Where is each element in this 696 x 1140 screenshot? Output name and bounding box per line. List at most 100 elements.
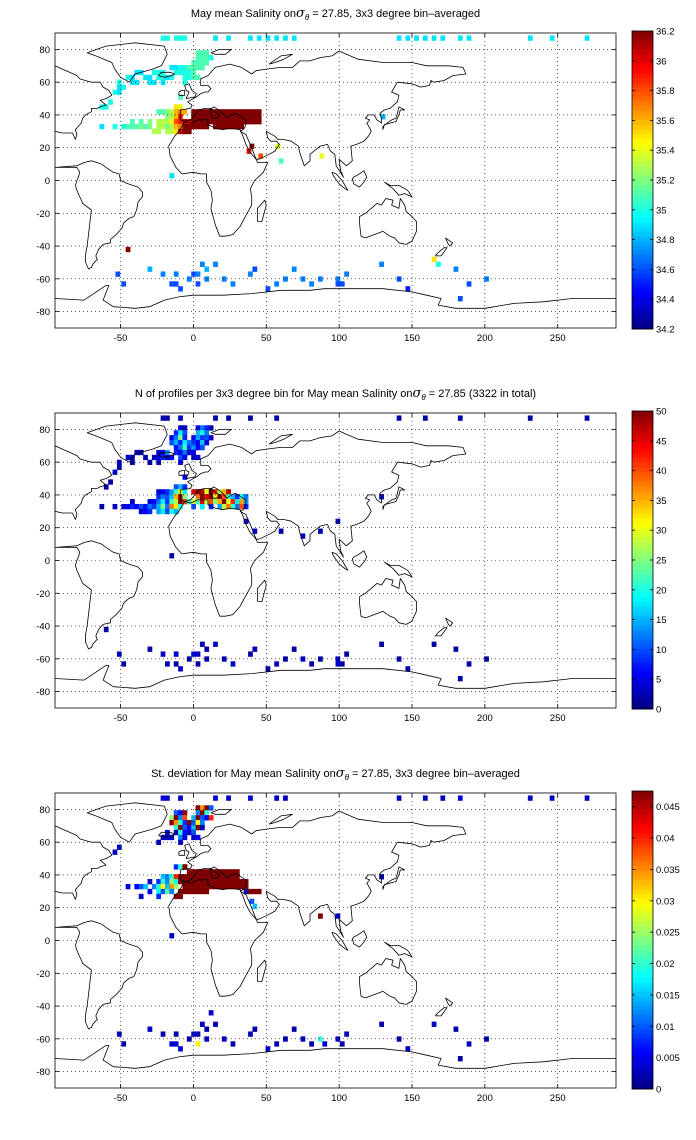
data-cell bbox=[147, 1026, 153, 1032]
data-cell bbox=[217, 879, 223, 885]
y-tick-label: 40 bbox=[39, 110, 50, 121]
colorbar-tick-label: 0.005 bbox=[656, 1053, 680, 1064]
colorbar-segment bbox=[632, 953, 653, 960]
data-cell bbox=[199, 815, 205, 821]
data-cell bbox=[195, 661, 201, 667]
colorbar-tick-label: 25 bbox=[656, 556, 667, 567]
colorbar-segment bbox=[632, 828, 653, 834]
data-cell bbox=[165, 494, 170, 500]
data-cell bbox=[208, 499, 214, 505]
title-prefix: May mean Salinity on bbox=[191, 8, 296, 20]
y-tick-label: 60 bbox=[39, 838, 50, 849]
data-cell bbox=[243, 109, 249, 115]
colorbar-segment bbox=[632, 546, 653, 552]
data-cell bbox=[484, 276, 489, 282]
data-cell bbox=[204, 656, 210, 662]
data-cell bbox=[252, 119, 258, 125]
colorbar-segment bbox=[632, 625, 653, 631]
colorbar-segment bbox=[632, 324, 653, 330]
sigma-symbol: σ bbox=[296, 6, 306, 21]
data-cell bbox=[191, 123, 197, 130]
colorbar-segment bbox=[632, 504, 653, 510]
data-cell bbox=[256, 109, 262, 115]
y-tick-label: -40 bbox=[36, 622, 50, 633]
colorbar-segment bbox=[632, 1042, 653, 1048]
colorbar-segment bbox=[632, 44, 653, 51]
data-cell bbox=[156, 128, 162, 135]
title-suffix: = 27.85, 3x3 degree bin–averaged bbox=[349, 768, 520, 780]
data-cell bbox=[173, 104, 179, 110]
data-cell bbox=[186, 119, 192, 125]
data-cell bbox=[199, 499, 205, 505]
data-cell bbox=[165, 74, 170, 81]
data-cell bbox=[195, 430, 201, 436]
data-cell bbox=[186, 1036, 192, 1042]
data-cell bbox=[300, 276, 306, 282]
data-cell bbox=[230, 661, 236, 667]
coastline bbox=[158, 831, 175, 838]
data-cell bbox=[221, 879, 227, 885]
data-cell bbox=[204, 55, 210, 61]
data-cell bbox=[156, 459, 162, 466]
colorbar-segment bbox=[632, 944, 653, 950]
data-cell bbox=[169, 879, 175, 885]
data-cell bbox=[199, 60, 205, 66]
data-cell bbox=[484, 1036, 489, 1042]
data-cell bbox=[173, 1041, 179, 1047]
data-cell bbox=[204, 276, 210, 282]
data-cell bbox=[195, 119, 201, 125]
coastline bbox=[384, 181, 413, 198]
data-cell bbox=[243, 503, 249, 510]
colorbar-tick-label: 35.6 bbox=[656, 116, 675, 127]
data-cell bbox=[252, 528, 258, 534]
coastline bbox=[55, 445, 113, 520]
colorbar-segment bbox=[632, 967, 653, 974]
data-cell bbox=[195, 1031, 201, 1037]
y-tick-label: 0 bbox=[45, 936, 50, 947]
data-cell bbox=[169, 64, 175, 71]
data-cell bbox=[125, 123, 131, 130]
data-cell bbox=[138, 503, 144, 510]
data-cell bbox=[195, 810, 201, 816]
x-tick-label: 150 bbox=[404, 333, 420, 344]
coastline bbox=[55, 825, 113, 900]
data-cell bbox=[99, 503, 105, 510]
data-cell bbox=[221, 114, 227, 120]
data-cell bbox=[226, 35, 231, 41]
data-cell bbox=[466, 35, 472, 41]
data-cell bbox=[208, 435, 214, 441]
data-cell bbox=[182, 35, 188, 41]
data-cell bbox=[191, 651, 197, 657]
coastline bbox=[158, 451, 175, 458]
data-cell bbox=[466, 281, 472, 287]
colorbar-segment bbox=[632, 555, 653, 561]
data-cell bbox=[230, 114, 236, 120]
coastline bbox=[434, 247, 448, 257]
data-cell bbox=[252, 114, 258, 120]
data-cell bbox=[221, 499, 227, 505]
colorbar-segment bbox=[632, 550, 653, 556]
coastline bbox=[359, 958, 417, 1005]
data-cell bbox=[169, 888, 175, 895]
colorbar-tick-label: 40 bbox=[656, 466, 667, 477]
colorbar-segment bbox=[632, 35, 653, 41]
data-cell bbox=[165, 454, 170, 461]
data-cell bbox=[130, 499, 135, 505]
coastline bbox=[55, 540, 143, 650]
colorbar-segment bbox=[632, 795, 653, 801]
data-cell bbox=[226, 869, 231, 875]
colorbar-segment bbox=[632, 681, 653, 687]
colorbar-segment bbox=[632, 657, 653, 663]
colorbar-segment bbox=[632, 156, 653, 162]
data-cell bbox=[291, 646, 297, 652]
data-cell bbox=[335, 518, 341, 525]
data-cell bbox=[182, 864, 188, 870]
colorbar-segment bbox=[632, 105, 653, 111]
coastline bbox=[268, 433, 293, 445]
coastline bbox=[445, 997, 454, 1007]
data-cell bbox=[116, 844, 122, 850]
coastline bbox=[382, 866, 406, 890]
data-cell bbox=[217, 489, 223, 495]
colorbar-segment bbox=[632, 972, 653, 978]
data-cell bbox=[335, 1036, 341, 1042]
